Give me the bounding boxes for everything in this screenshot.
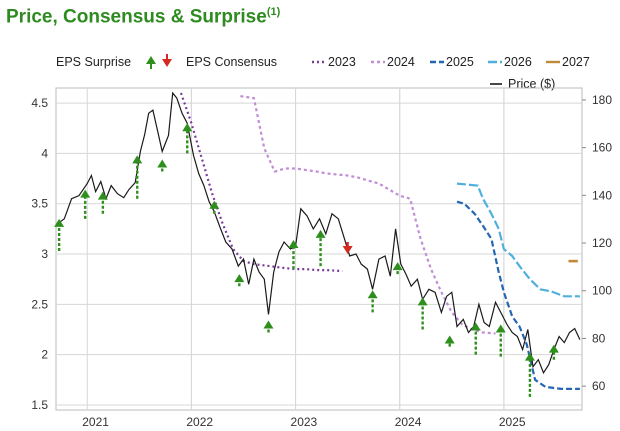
surprise-beat-arrow: [182, 123, 193, 132]
y-right-tick-label: 120: [592, 236, 612, 250]
consensus-line-2026: [456, 182, 580, 298]
surprise-miss-arrow: [342, 246, 353, 255]
y-left-tick-label: 1.5: [31, 398, 48, 412]
surprise-beat-arrow: [444, 335, 455, 344]
title-footnote: (1): [266, 6, 281, 18]
y-left-tick-label: 3.5: [31, 197, 48, 211]
legend: EPS Surprise EPS Consensus 2023 2024 2025 202…: [56, 54, 590, 91]
price-line: [55, 91, 581, 375]
consensus-line-2023: [179, 92, 343, 273]
legend-eps-surprise-label: EPS Surprise: [56, 55, 131, 69]
surprise-beat-arrow: [132, 155, 143, 164]
surprise-beat-arrow: [288, 239, 299, 248]
plot-frame: [55, 87, 583, 411]
y-right-tick-label: 160: [592, 141, 612, 155]
y-left-tick-label: 2: [41, 348, 48, 362]
legend-miss-arrow: [162, 59, 172, 67]
y-left-tick-label: 2.5: [31, 297, 48, 311]
y-right-tick-label: 60: [592, 379, 606, 393]
x-tick-label: 2025: [499, 415, 526, 429]
legend-year-2027: 2027: [562, 55, 590, 69]
legend-year-2024: 2024: [387, 55, 415, 69]
surprise-beat-arrow: [367, 290, 378, 299]
surprise-beat-arrow: [157, 159, 168, 168]
surprise-beat-arrow: [97, 191, 108, 200]
legend-beat-arrow: [146, 56, 156, 64]
consensus-line-2025: [456, 200, 580, 390]
surprise-beat-arrow: [417, 297, 428, 306]
gridlines: [55, 87, 583, 411]
y-left-tick-label: 4.5: [31, 96, 48, 110]
x-tick-label: 2021: [82, 415, 109, 429]
y-left-tick-label: 4: [41, 146, 48, 160]
surprise-beat-arrow: [80, 189, 91, 198]
y-right-tick-label: 140: [592, 188, 612, 202]
surprise-beat-arrow: [209, 200, 220, 209]
surprise-beat-arrow: [315, 229, 326, 238]
axes: 1.5 2 2.5 3 3.5 4 4.5 60 80 100 120 140 160 180 2021 20…: [31, 93, 612, 429]
x-tick-label: 2023: [291, 415, 318, 429]
surprise-beat-arrow: [470, 322, 481, 331]
legend-year-2026: 2026: [504, 55, 532, 69]
y-left-tick-label: 3: [41, 247, 48, 261]
x-tick-label: 2022: [186, 415, 213, 429]
plot-area: [54, 91, 581, 397]
surprise-beat-arrow: [495, 324, 506, 333]
legend-eps-consensus-label: EPS Consensus: [186, 55, 277, 69]
surprise-beat-arrow: [54, 218, 65, 227]
legend-year-2025: 2025: [446, 55, 474, 69]
x-tick-label: 2024: [395, 415, 422, 429]
surprise-beat-arrow: [392, 262, 403, 271]
surprise-beat-arrow: [524, 352, 535, 361]
chart-title: Price, Consensus & Surprise(1): [6, 6, 281, 28]
surprise-beat-arrow: [548, 344, 559, 353]
y-right-tick-label: 100: [592, 284, 612, 298]
surprise-beat-arrow: [263, 320, 274, 329]
y-right-tick-label: 180: [592, 93, 612, 107]
surprise-beat-arrow: [234, 274, 245, 283]
legend-year-2023: 2023: [328, 55, 356, 69]
legend-price-label: Price ($): [508, 77, 555, 91]
y-right-tick-label: 80: [592, 331, 606, 345]
